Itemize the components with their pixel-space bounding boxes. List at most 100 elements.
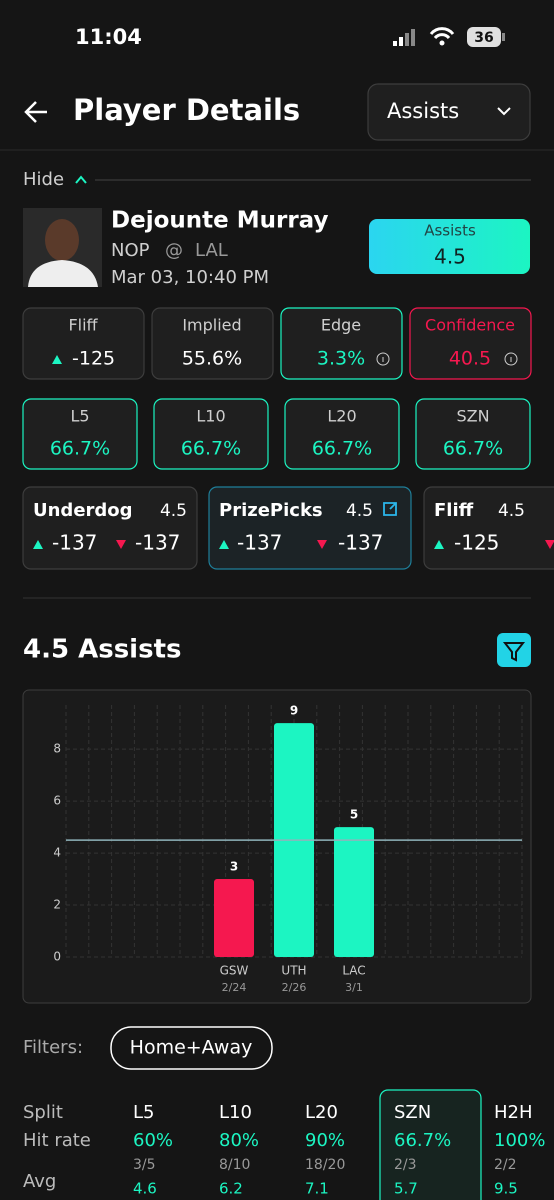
- up-arrow: [52, 355, 62, 364]
- value-label: 9: [290, 704, 298, 718]
- value-label: 3: [230, 860, 238, 874]
- filter-chip[interactable]: [110, 1026, 273, 1070]
- book-over: -125: [454, 531, 499, 555]
- hit-rate-value: 66.7%: [50, 438, 110, 460]
- stat-label: Implied: [182, 316, 241, 335]
- split-avg: 6.2: [219, 1180, 243, 1198]
- value-label: 5: [350, 808, 358, 822]
- up-arrow: [33, 540, 43, 549]
- book-line: 4.5: [346, 501, 373, 521]
- bar: [214, 879, 254, 957]
- split-record: 18/20: [305, 1157, 345, 1173]
- book-line: 4.5: [160, 501, 187, 521]
- line-value: 4.5: [434, 245, 466, 269]
- y-tick-label: 4: [53, 846, 61, 860]
- down-arrow: [317, 540, 327, 549]
- back-button[interactable]: [24, 101, 47, 123]
- x-tick-date: 3/1: [345, 981, 363, 994]
- page-title: Player Details: [73, 93, 300, 127]
- hit-rate-card: [153, 398, 269, 470]
- stat-value: -125: [72, 348, 115, 370]
- hit-rate-card: [415, 398, 531, 470]
- book-name: PrizePicks: [219, 500, 323, 521]
- split-avg: 4.6: [133, 1180, 157, 1198]
- split-avg: 7.1: [305, 1180, 329, 1198]
- split-name: SZN: [394, 1102, 431, 1123]
- y-tick-label: 2: [53, 898, 61, 912]
- y-tick-label: 8: [53, 742, 61, 756]
- filters-label: Filters:: [23, 1037, 83, 1058]
- book-name: Fliff: [434, 500, 474, 521]
- book-under: -137: [338, 531, 383, 555]
- stat-value: 55.6%: [182, 348, 242, 370]
- split-record: 2/3: [394, 1157, 417, 1173]
- book-card[interactable]: [423, 486, 554, 570]
- time: 11:04: [75, 25, 142, 49]
- book-line: 4.5: [498, 501, 525, 521]
- hit-rate-value: 66.7%: [443, 438, 503, 460]
- split-name: L10: [219, 1102, 252, 1123]
- bar: [334, 827, 374, 957]
- up-arrow: [434, 540, 444, 549]
- caret: [75, 175, 87, 184]
- stat-value: 3.3%: [317, 348, 365, 370]
- player-photo: [23, 208, 102, 287]
- book-name: Underdog: [33, 500, 133, 521]
- hide-toggle[interactable]: Hide: [23, 169, 64, 190]
- game-date: Mar 03, 10:40 PM: [111, 267, 269, 288]
- chart: 0 2 4 6 8 3 GSW 2/24 9 UTH 2/26 5 LAC 3/1: [53, 704, 523, 994]
- split-name: H2H: [494, 1102, 533, 1123]
- info-icon[interactable]: [376, 352, 390, 366]
- stat-card: [151, 307, 274, 380]
- stat-dropdown[interactable]: [367, 83, 531, 141]
- x-tick-date: 2/24: [222, 981, 247, 994]
- line-label: Assists: [424, 222, 476, 240]
- book-over: -137: [52, 531, 97, 555]
- x-tick-label: UTH: [281, 964, 306, 978]
- book-under: -137: [135, 531, 180, 555]
- hit-rate-card: [284, 398, 400, 470]
- y-tick-label: 6: [53, 794, 61, 808]
- stat-card: [22, 307, 145, 380]
- split-avg: 9.5: [494, 1180, 518, 1198]
- book-card[interactable]: [208, 486, 412, 570]
- line-box: [369, 219, 530, 274]
- split-hit-rate: 60%: [133, 1130, 173, 1151]
- stat-card: [280, 307, 403, 380]
- filter-chip-label: Home+Away: [130, 1037, 253, 1059]
- hit-rate-label: L20: [327, 407, 356, 426]
- split-avg: 5.7: [394, 1180, 418, 1198]
- filter-icon: [502, 642, 526, 662]
- hit-rate-value: 66.7%: [312, 438, 372, 460]
- split-record: 3/5: [133, 1157, 156, 1173]
- external-link[interactable]: [383, 502, 397, 516]
- hit-rate-card: [22, 398, 138, 470]
- x-tick-label: LAC: [342, 964, 365, 978]
- split-highlight: [379, 1089, 482, 1200]
- status-icons: [393, 27, 505, 47]
- player-name: Dejounte Murray: [111, 208, 328, 234]
- hit-rate-label: SZN: [456, 407, 489, 426]
- filter-button[interactable]: [497, 633, 531, 667]
- split-hit-rate: 80%: [219, 1130, 259, 1151]
- split-row-label: Split: [23, 1102, 63, 1123]
- split-record: 8/10: [219, 1157, 250, 1173]
- at: @: [165, 240, 183, 261]
- x-tick-label: GSW: [220, 964, 249, 978]
- down-arrow: [545, 540, 554, 549]
- info-icon[interactable]: [504, 352, 518, 366]
- up-arrow: [219, 540, 229, 549]
- chevron: [497, 107, 511, 116]
- stat-dropdown-label: Assists: [387, 99, 459, 123]
- hit-rate-value: 66.7%: [181, 438, 241, 460]
- book-card[interactable]: [22, 486, 198, 570]
- split-hit-rate: 90%: [305, 1130, 345, 1151]
- split-name: L5: [133, 1102, 154, 1123]
- team: NOP: [111, 240, 150, 261]
- down-arrow: [116, 540, 126, 549]
- split-row-label: Hit rate: [23, 1130, 91, 1151]
- stat-label: Fliff: [68, 316, 98, 335]
- stat-label: Edge: [321, 316, 361, 335]
- book-over: -137: [237, 531, 282, 555]
